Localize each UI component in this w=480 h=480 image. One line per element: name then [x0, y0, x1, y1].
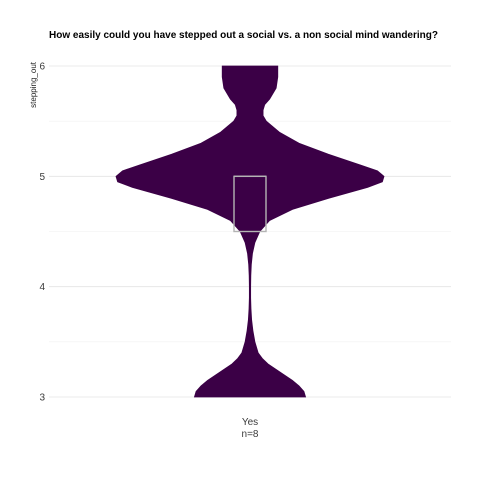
y-tick-label: 3	[39, 393, 45, 404]
x-category-label: Yes	[242, 417, 258, 428]
chart-title: How easily could you have stepped out a …	[49, 30, 438, 41]
y-tick-label: 5	[39, 172, 45, 183]
x-category-count: n=8	[242, 429, 259, 440]
y-tick-label: 6	[39, 62, 45, 73]
y-axis-label: stepping_out	[29, 61, 38, 108]
y-tick-layer: 3 4 5 6	[39, 62, 45, 404]
y-tick-label: 4	[39, 282, 45, 293]
